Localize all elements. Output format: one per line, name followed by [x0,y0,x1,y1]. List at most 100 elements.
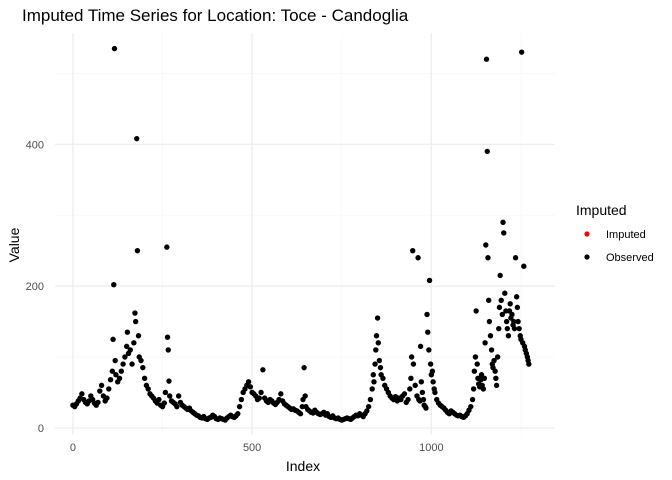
data-point [98,382,105,389]
data-point [373,333,380,339]
legend-marker-observed [584,254,590,260]
data-point [134,135,140,142]
data-point [373,347,379,353]
data-point [504,325,511,332]
y-tick-label: 400 [26,139,44,151]
data-point [503,318,510,325]
legend-marker-imputed [584,231,590,237]
minor-y-gridlines [55,73,555,358]
data-point [367,396,374,403]
legend-title: Imputed [576,202,627,218]
chart-title: Imputed Time Series for Location: Toce -… [22,6,409,25]
data-point [260,367,266,373]
data-point [107,377,114,383]
data-point [376,357,383,364]
data-point [95,399,101,406]
data-point [79,391,85,397]
data-point [145,386,151,392]
data-point [140,364,146,371]
x-axis-title: Index [286,458,320,474]
data-point [425,329,431,335]
data-point [377,364,384,371]
data-point [474,361,480,367]
data-point [110,336,116,342]
x-tick-label: 1000 [419,442,443,454]
data-point [526,361,532,367]
data-point [129,361,135,367]
data-point [407,386,413,392]
data-point [405,396,411,403]
data-point [124,329,131,335]
data-point [423,405,429,411]
y-tick-label: 200 [26,281,44,293]
data-point [278,391,284,397]
data-point [238,396,245,403]
major-y-gridlines [55,143,555,429]
data-point [256,395,262,401]
data-point [430,379,436,385]
data-point [297,411,304,417]
data-point [482,340,488,346]
data-point [492,368,498,374]
data-point [417,343,424,350]
x-axis-tick-labels: 0 500 1000 [70,442,444,454]
data-point [375,340,381,346]
data-point [123,343,130,350]
data-point [516,325,522,332]
data-point [496,325,502,332]
data-point [109,368,116,374]
data-point [134,247,141,254]
data-point [494,354,501,360]
data-point [484,148,490,155]
data-point [415,255,421,261]
data-point [496,304,503,311]
data-point [165,347,171,353]
data-point [138,357,144,364]
legend: Imputed Imputed Observed [576,202,654,264]
data-point [104,395,110,401]
data-point [247,384,254,390]
data-point [156,396,162,403]
data-point [424,311,430,318]
major-x-gridlines [72,33,432,435]
data-point [113,372,119,378]
data-point [507,301,513,307]
data-point [374,315,381,321]
data-point [509,311,515,318]
data-point [97,388,103,394]
data-point [120,361,126,367]
data-point [473,308,479,314]
data-point [468,403,474,410]
data-point [372,361,378,367]
data-point [426,347,432,353]
data-point [501,230,507,236]
data-point [521,263,527,269]
data-point [301,364,307,371]
data-point [500,219,506,225]
data-point [364,408,370,414]
data-point [498,297,504,303]
data-point [175,393,182,399]
data-point [135,333,142,339]
data-point [511,325,518,332]
data-point [408,375,414,381]
y-tick-label: 0 [38,423,44,435]
data-point [469,396,476,403]
minor-x-gridlines [162,33,522,435]
data-point [111,281,117,288]
data-point [132,310,138,316]
data-point [418,379,425,385]
data-point [481,375,488,381]
legend-label-observed: Observed [606,252,654,264]
data-point [499,311,506,318]
data-point [112,357,118,364]
data-point [480,386,487,392]
data-point [141,375,148,381]
data-point [483,56,490,62]
data-point [420,396,427,403]
y-axis-title: Value [6,227,22,262]
data-point [302,393,308,399]
data-point [236,403,243,410]
data-point [371,379,377,385]
data-point [161,400,168,406]
